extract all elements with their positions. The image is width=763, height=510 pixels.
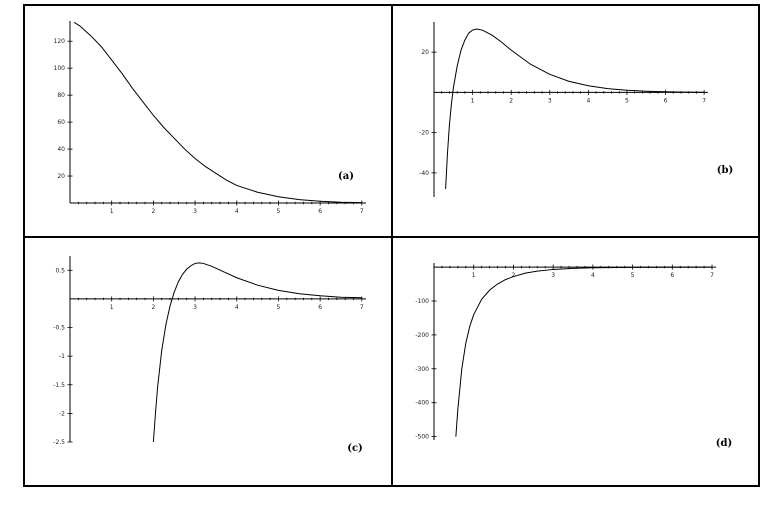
y-tick-label: -40 — [419, 170, 429, 177]
x-tick-label: 5 — [277, 304, 281, 311]
y-tick-label: -300 — [415, 366, 429, 373]
panel-frame — [391, 236, 760, 487]
panel-frame — [391, 4, 760, 238]
x-tick-label: 3 — [548, 97, 552, 104]
series-line — [73, 21, 362, 204]
panel-a: 1 2 3 4 5 6 7 20 40 60 80 100 120 (a) — [23, 4, 393, 238]
series-line — [455, 266, 713, 437]
x-tick-label: 6 — [318, 304, 322, 311]
x-tick-label: 1 — [110, 208, 114, 215]
y-tick-label: 20 — [57, 173, 65, 180]
x-tick-label: 5 — [625, 97, 629, 104]
x-tick-label: 6 — [318, 208, 322, 215]
y-tick-label: -2 — [59, 410, 65, 417]
y-tick-label: 0.5 — [55, 267, 65, 274]
panel-d: 1 2 3 4 5 6 7 -100 -200 -300 -400 -500 (d) — [391, 236, 760, 487]
x-tick-label: 1 — [471, 97, 475, 104]
panel-label: (b) — [717, 165, 733, 176]
x-tick-label: 7 — [360, 304, 364, 311]
panel-frame — [23, 236, 393, 487]
x-tick-label: 1 — [472, 272, 476, 279]
x-tick-label: 2 — [512, 272, 516, 279]
x-tick-label: 3 — [193, 208, 197, 215]
y-tick-label: -0.5 — [53, 325, 65, 332]
x-tick-label: 7 — [710, 272, 714, 279]
x-tick-label: 3 — [551, 272, 555, 279]
x-tick-label: 1 — [110, 304, 114, 311]
x-tick-label: 6 — [664, 97, 668, 104]
panel-label: (d) — [716, 438, 732, 449]
x-tick-label: 2 — [151, 208, 155, 215]
panel-b: 1 2 3 4 5 6 7 20 -20 -40 (b) — [391, 4, 760, 238]
x-tick-label: 5 — [277, 208, 281, 215]
series-line — [152, 262, 362, 443]
panel-c: 1 2 3 4 5 6 7 0.5 -0.5 -1 -1.5 -2 -2.5 (c) — [23, 236, 393, 487]
y-tick-label: 100 — [54, 65, 66, 72]
x-tick-label: 7 — [360, 208, 364, 215]
y-tick-label: 40 — [57, 146, 65, 153]
panel-label: (c) — [347, 443, 363, 454]
panel-label: (a) — [338, 171, 354, 182]
y-tick-label: -400 — [415, 400, 429, 407]
y-tick-label: 120 — [54, 38, 66, 45]
y-tick-label: -200 — [415, 332, 429, 339]
x-tick-label: 4 — [235, 304, 239, 311]
x-tick-label: 4 — [586, 97, 590, 104]
x-tick-label: 6 — [670, 272, 674, 279]
x-tick-label: 4 — [235, 208, 239, 215]
x-tick-label: 5 — [631, 272, 635, 279]
y-tick-label: -1.5 — [53, 382, 65, 389]
y-tick-label: -500 — [415, 434, 429, 441]
series-line — [445, 28, 705, 189]
x-tick-label: 2 — [509, 97, 513, 104]
y-tick-label: -2.5 — [53, 439, 65, 446]
y-tick-label: -1 — [59, 353, 65, 360]
y-tick-label: 60 — [57, 119, 65, 126]
x-tick-label: 3 — [193, 304, 197, 311]
x-tick-label: 2 — [151, 304, 155, 311]
y-tick-label: 80 — [57, 92, 65, 99]
y-tick-label: -100 — [415, 298, 429, 305]
x-tick-label: 4 — [591, 272, 595, 279]
y-tick-label: -20 — [419, 130, 429, 137]
x-tick-label: 7 — [702, 97, 706, 104]
y-tick-label: 20 — [421, 49, 429, 56]
